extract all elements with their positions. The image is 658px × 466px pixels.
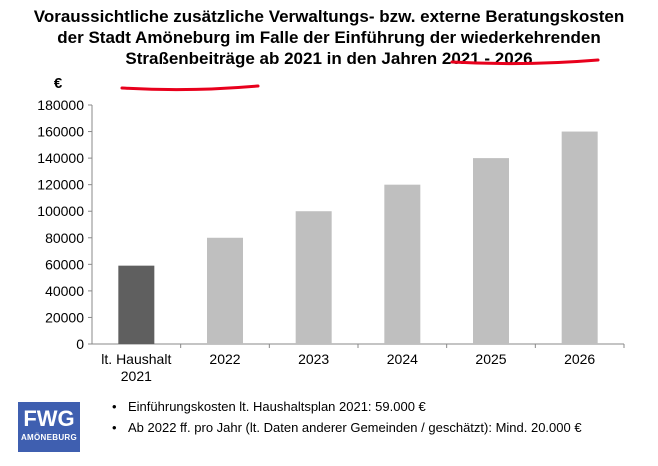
chart-title: Voraussichtliche zusätzliche Verwaltungs… [20, 6, 638, 69]
y-tick-label: 120000 [37, 177, 84, 193]
y-axis-unit-label: € [54, 75, 63, 92]
logo-sub-text: AMÖNEBURG [20, 433, 78, 442]
x-tick-label: 2024 [387, 351, 418, 367]
bar [473, 158, 509, 344]
x-tick-label: 2022 [209, 351, 240, 367]
chart-title-line-2: der Stadt Amöneburg im Falle der Einführ… [57, 28, 601, 47]
y-tick-label: 160000 [37, 124, 84, 140]
notes-list: Einführungskosten lt. Haushaltsplan 2021… [112, 396, 582, 438]
x-tick-label: 2023 [298, 351, 329, 367]
logo-main-text: FWG [23, 406, 75, 431]
y-tick-label: 0 [76, 336, 84, 352]
x-tick-label: 2025 [475, 351, 506, 367]
note-item: Ab 2022 ff. pro Jahr (lt. Daten anderer … [112, 417, 582, 438]
bar [207, 237, 243, 344]
fwg-logo: FWG AMÖNEBURG [18, 402, 80, 452]
y-tick-label: 100000 [37, 203, 84, 219]
x-tick-label: 2021 [121, 368, 152, 384]
x-tick-label: 2026 [564, 351, 595, 367]
y-tick-label: 180000 [37, 97, 84, 113]
bar [384, 184, 421, 344]
bar [561, 131, 598, 344]
bar [295, 211, 332, 344]
chart-title-line-3: Straßenbeiträge ab 2021 in den Jahren 20… [125, 49, 533, 68]
highlight-underline-wiederkehrenden [450, 58, 600, 66]
y-tick-label: 60000 [45, 256, 84, 272]
bar [118, 265, 155, 344]
note-item: Einführungskosten lt. Haushaltsplan 2021… [112, 396, 582, 417]
y-tick-label: 20000 [45, 309, 84, 325]
y-tick-label: 140000 [37, 150, 84, 166]
bar-chart: €0 20000 40000 60000 80000 100000 120000 140000… [37, 58, 625, 384]
chart-title-line-1: Voraussichtliche zusätzliche Verwaltungs… [33, 7, 625, 26]
highlight-underline-strassenbeitraege [120, 84, 260, 92]
y-tick-label: 80000 [45, 230, 84, 246]
x-tick-label: lt. Haushalt [101, 351, 171, 367]
y-tick-label: 40000 [45, 283, 84, 299]
